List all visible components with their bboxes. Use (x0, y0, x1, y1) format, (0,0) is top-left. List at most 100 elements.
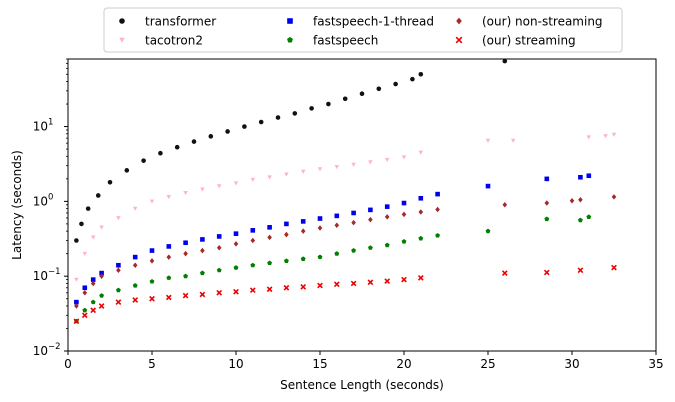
point-our-streaming-18-stroke-b (350, 280, 357, 287)
point-transformer-20 (376, 86, 382, 92)
point-our-non-streaming-18 (351, 219, 356, 226)
point-fastspeech-21 (401, 239, 407, 244)
point-transformer-0 (74, 238, 79, 243)
point-tacotron2-17 (334, 164, 340, 170)
x-tick-label-30: 30 (564, 357, 579, 371)
legend-marker-our-streaming (455, 36, 463, 44)
point-tacotron2-24 (510, 138, 516, 143)
y-axis-label: Latency (seconds) (10, 150, 24, 260)
point-transformer-24 (502, 58, 508, 64)
point-our-non-streaming-8 (183, 250, 188, 257)
point-our-non-streaming-17 (334, 222, 340, 228)
point-transformer-8 (174, 144, 180, 150)
series-fastspeech (73, 214, 592, 324)
legend: transformer tacotron2 fastspeech-1-thread f… (103, 7, 623, 53)
point-our-streaming-23-stroke-b (501, 270, 508, 276)
point-tacotron2-15 (300, 169, 306, 174)
point-fastspeech-25 (544, 216, 550, 222)
point-tacotron2-27 (611, 132, 617, 137)
point-tacotron2-22 (418, 150, 424, 155)
point-our-non-streaming-9 (200, 247, 205, 254)
point-tacotron2-16 (317, 167, 323, 172)
x-tick-label-25: 25 (480, 357, 495, 371)
point-fastspeech-27 (586, 214, 592, 219)
point-our-streaming-11 (233, 288, 239, 295)
point-tacotron2-5 (132, 206, 138, 211)
point-our-non-streaming-13 (267, 234, 272, 241)
point-fastspeech-1-thread-11 (233, 231, 239, 236)
point-our-streaming-7 (165, 294, 172, 301)
point-fastspeech-1-thread-23 (435, 191, 440, 197)
point-our-streaming-21 (401, 276, 407, 283)
point-our-streaming-26 (611, 264, 617, 271)
point-fastspeech-1-thread-8 (183, 240, 188, 246)
point-fastspeech-17 (334, 251, 340, 256)
point-our-streaming-5 (132, 297, 139, 303)
point-fastspeech-10 (216, 267, 222, 273)
point-our-streaming-13 (266, 286, 273, 293)
y-tick-label-3: 10 (33, 120, 48, 134)
point-our-streaming-6 (149, 295, 155, 302)
series-tacotron2 (74, 132, 617, 282)
point-our-non-streaming-26 (569, 197, 575, 204)
point-tacotron2-1 (82, 251, 88, 256)
point-our-streaming-13-stroke-b (266, 286, 273, 293)
point-transformer-15 (292, 111, 298, 116)
point-fastspeech-1-thread-3 (99, 270, 104, 276)
legend-marker-tacotron2 (119, 37, 125, 43)
point-tacotron2-20 (384, 157, 390, 163)
legend-marker-our-streaming-stroke-b (455, 36, 463, 44)
x-axis: 0 5 10 15 20 25 30 35 (64, 351, 664, 371)
point-our-streaming-26-stroke-b (611, 264, 617, 271)
point-tacotron2-25 (586, 135, 592, 140)
y-tick-label-2: 10 (33, 194, 48, 208)
point-our-non-streaming-23 (435, 206, 440, 213)
point-tacotron2-12 (250, 177, 256, 182)
point-fastspeech-1-thread-16 (317, 216, 323, 221)
y-tick-exponent-3: 1 (48, 118, 53, 128)
point-our-non-streaming-2 (90, 280, 96, 287)
point-transformer-18 (342, 96, 348, 102)
point-fastspeech-3 (99, 293, 105, 298)
legend-marker-our-non-streaming (456, 17, 462, 25)
point-tacotron2-7 (166, 194, 172, 200)
point-transformer-19 (359, 91, 365, 96)
point-transformer-11 (225, 129, 230, 134)
point-our-streaming-23 (501, 270, 508, 276)
point-tacotron2-6 (149, 199, 155, 204)
x-tick-label-10: 10 (228, 357, 243, 371)
series-our-streaming (73, 264, 617, 325)
point-our-streaming-1 (81, 312, 88, 319)
point-transformer-12 (242, 124, 247, 129)
point-our-streaming-18 (350, 280, 357, 287)
point-our-streaming-25-stroke-b (577, 267, 584, 274)
point-fastspeech-9 (199, 270, 205, 276)
point-fastspeech-26 (577, 217, 583, 223)
point-our-non-streaming-21 (401, 211, 407, 218)
point-fastspeech-1-thread-13 (267, 225, 272, 230)
legend-marker-transformer (119, 18, 125, 24)
point-our-streaming-20-stroke-b (384, 278, 391, 284)
point-fastspeech-19 (367, 245, 373, 250)
point-fastspeech-1-thread-26 (578, 174, 583, 180)
point-fastspeech-1-thread-24 (485, 183, 491, 189)
point-our-streaming-15-stroke-b (300, 283, 307, 290)
legend-label-transformer: transformer (145, 15, 216, 29)
point-transformer-6 (141, 158, 146, 163)
point-fastspeech-14 (283, 258, 289, 263)
legend-label-fastspeech-1-thread: fastspeech-1-thread (313, 15, 434, 29)
point-transformer-1 (79, 221, 84, 227)
point-fastspeech-18 (351, 248, 357, 253)
point-fastspeech-12 (250, 262, 256, 268)
point-fastspeech-1-thread-1 (82, 285, 88, 291)
point-tacotron2-8 (183, 191, 188, 196)
point-our-non-streaming-27 (578, 197, 583, 203)
y-tick-label-1: 10 (33, 269, 48, 283)
point-transformer-9 (191, 139, 197, 144)
point-fastspeech-5 (132, 283, 138, 288)
point-transformer-16 (309, 106, 314, 111)
x-tick-label-35: 35 (648, 357, 663, 371)
point-fastspeech-1-thread-21 (401, 200, 407, 206)
point-our-streaming-2 (90, 307, 97, 314)
